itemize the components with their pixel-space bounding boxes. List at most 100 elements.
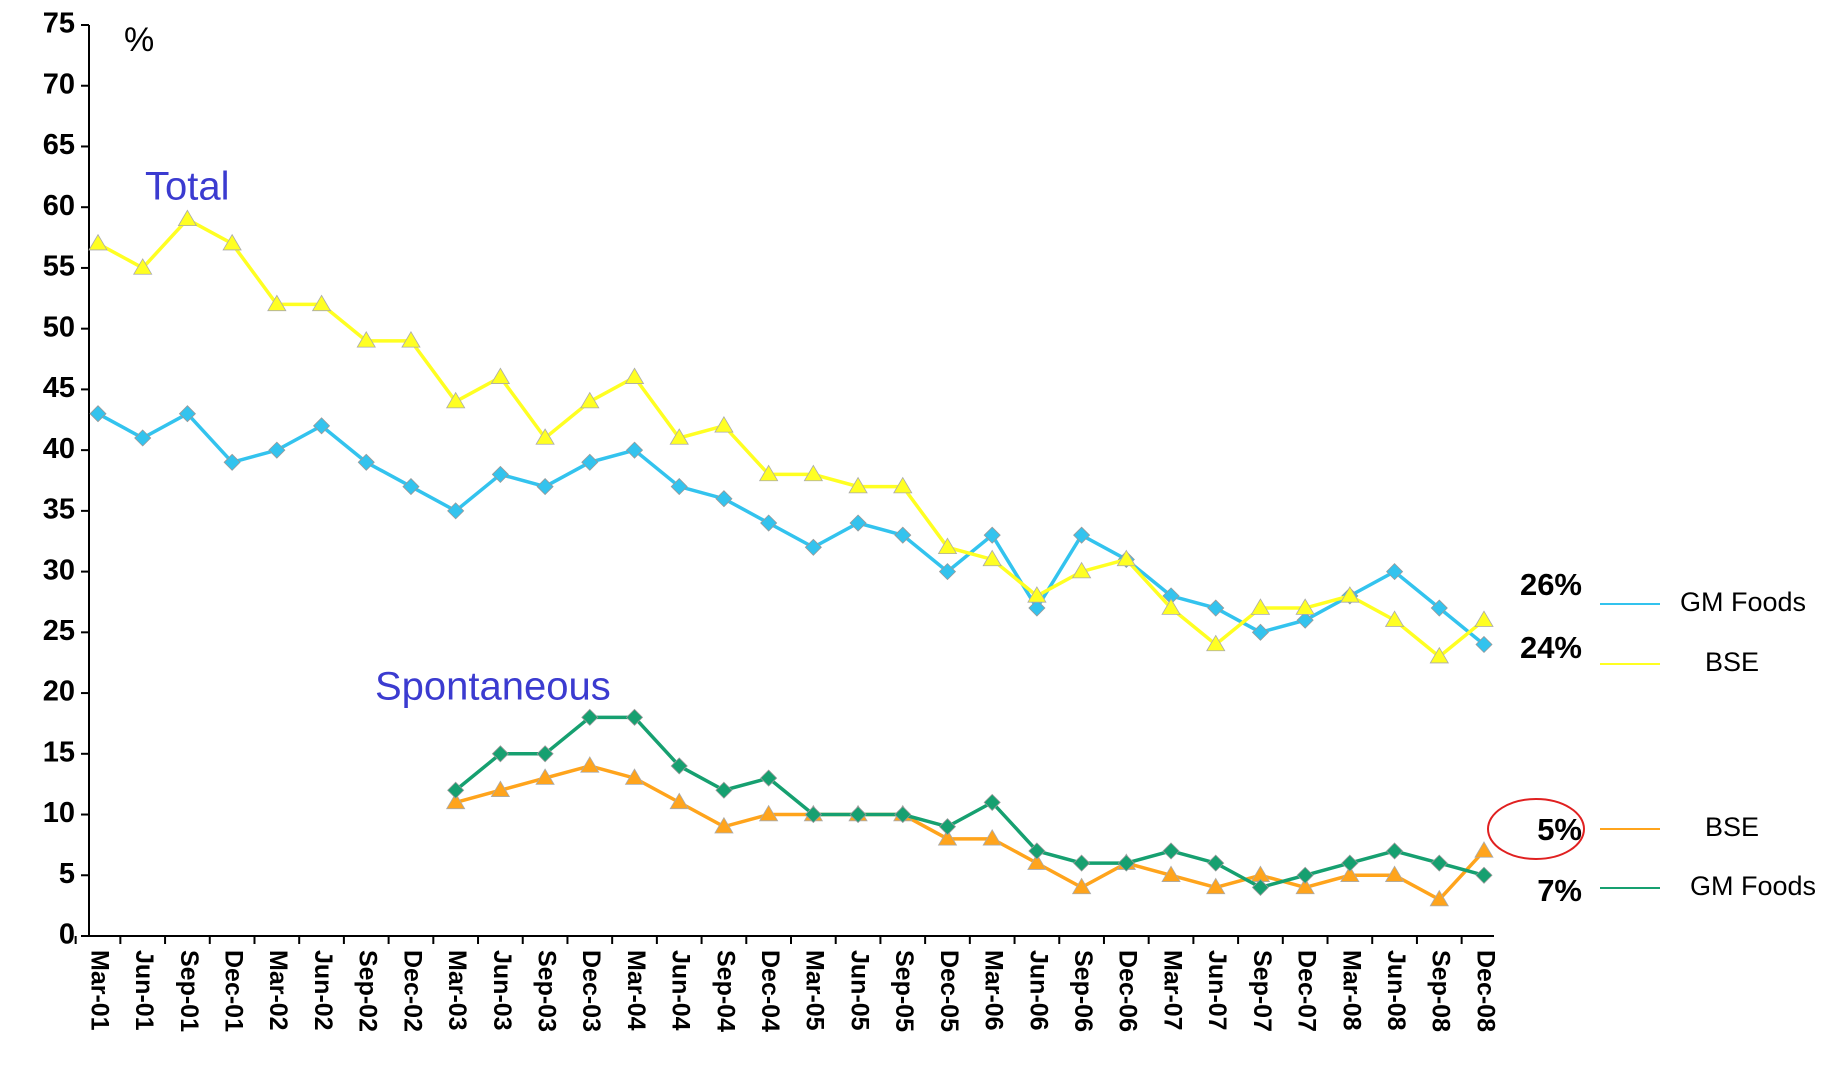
y-tick-label: 50 <box>43 311 75 343</box>
end-label: 7% <box>1537 873 1582 908</box>
x-tick-label: Jun-06 <box>1024 950 1052 1031</box>
marker <box>938 818 957 836</box>
marker <box>624 367 645 384</box>
marker <box>177 209 198 227</box>
marker <box>670 478 688 496</box>
legend-label: BSE <box>1705 812 1759 842</box>
marker <box>535 768 555 785</box>
marker <box>1071 877 1092 895</box>
marker <box>491 465 509 483</box>
marker <box>938 563 957 581</box>
marker <box>624 768 645 785</box>
marker <box>625 708 644 726</box>
legend-label: BSE <box>1705 647 1759 677</box>
marker <box>535 428 555 445</box>
marker <box>982 549 1002 567</box>
y-tick-label: 10 <box>43 797 75 829</box>
marker <box>312 417 331 435</box>
marker <box>1251 623 1270 641</box>
x-tick-label: Sep-08 <box>1427 950 1455 1032</box>
y-tick-label: 5 <box>59 858 75 890</box>
marker <box>714 816 734 834</box>
marker <box>715 490 733 508</box>
x-tick-label: Dec-04 <box>756 950 784 1032</box>
end-label: 5% <box>1537 812 1582 847</box>
marker <box>893 476 913 494</box>
marker <box>1073 526 1091 544</box>
x-tick-label: Sep-04 <box>711 950 739 1032</box>
marker <box>445 391 466 409</box>
x-tick-label: Sep-02 <box>354 950 382 1032</box>
marker <box>88 233 108 251</box>
marker <box>1206 634 1226 652</box>
marker <box>1341 854 1359 872</box>
marker <box>581 453 599 471</box>
marker <box>803 464 824 482</box>
marker <box>982 829 1002 846</box>
marker <box>715 781 733 799</box>
y-tick-label: 20 <box>43 676 75 708</box>
legend-item: GM Foods <box>1600 587 1806 617</box>
marker <box>223 453 241 471</box>
marker <box>401 331 421 348</box>
y-tick-label: 35 <box>43 494 75 526</box>
marker <box>580 391 600 409</box>
marker <box>849 514 867 532</box>
marker <box>1162 842 1180 860</box>
highlight-circle <box>1487 798 1585 860</box>
y-tick-label: 60 <box>43 190 75 222</box>
marker <box>1475 866 1493 884</box>
marker <box>670 757 688 775</box>
annotation: Spontaneous <box>375 665 611 709</box>
x-tick-label: Dec-06 <box>1114 950 1142 1032</box>
marker <box>1207 854 1225 872</box>
x-tick-label: Mar-03 <box>443 950 471 1031</box>
marker <box>580 756 600 773</box>
marker <box>760 769 778 787</box>
legend-label: GM Foods <box>1690 871 1816 901</box>
marker <box>222 233 242 251</box>
end-label: 24% <box>1520 630 1582 665</box>
x-tick-label: Mar-01 <box>85 950 113 1031</box>
marker <box>983 526 1001 544</box>
marker <box>267 294 287 312</box>
marker <box>536 478 554 496</box>
x-tick-label: Jun-07 <box>1203 950 1231 1031</box>
marker <box>894 805 912 824</box>
marker <box>758 464 779 482</box>
x-tick-label: Jun-04 <box>667 950 695 1031</box>
marker <box>1027 853 1047 870</box>
marker <box>1251 878 1270 896</box>
x-tick-label: Mar-08 <box>1337 950 1365 1031</box>
marker <box>89 405 107 423</box>
marker <box>669 428 689 445</box>
marker <box>804 538 822 556</box>
x-tick-label: Jun-01 <box>130 950 158 1031</box>
marker <box>1474 841 1494 858</box>
marker <box>1430 854 1448 872</box>
y-tick-label: 65 <box>43 129 75 161</box>
marker <box>1296 866 1314 884</box>
y-tick-label: 45 <box>43 372 75 404</box>
marker <box>804 805 822 824</box>
marker <box>758 804 779 822</box>
x-tick-label: Sep-05 <box>890 950 918 1032</box>
marker <box>1295 598 1315 615</box>
x-tick-label: Dec-01 <box>220 950 248 1032</box>
marker <box>1340 586 1360 603</box>
legend-item: BSE <box>1600 647 1759 677</box>
x-tick-label: Mar-06 <box>980 950 1008 1031</box>
legend-item: GM Foods <box>1600 871 1816 901</box>
marker <box>1117 854 1135 872</box>
x-tick-label: Dec-08 <box>1471 950 1499 1032</box>
marker <box>1386 842 1404 860</box>
marker <box>1028 842 1046 860</box>
y-axis-label: % <box>124 21 154 59</box>
marker <box>1206 877 1226 895</box>
x-tick-label: Mar-05 <box>801 950 829 1031</box>
marker <box>447 502 465 520</box>
marker <box>311 294 332 312</box>
annotation: Total <box>145 165 230 209</box>
marker <box>490 367 511 384</box>
marker <box>625 441 644 459</box>
